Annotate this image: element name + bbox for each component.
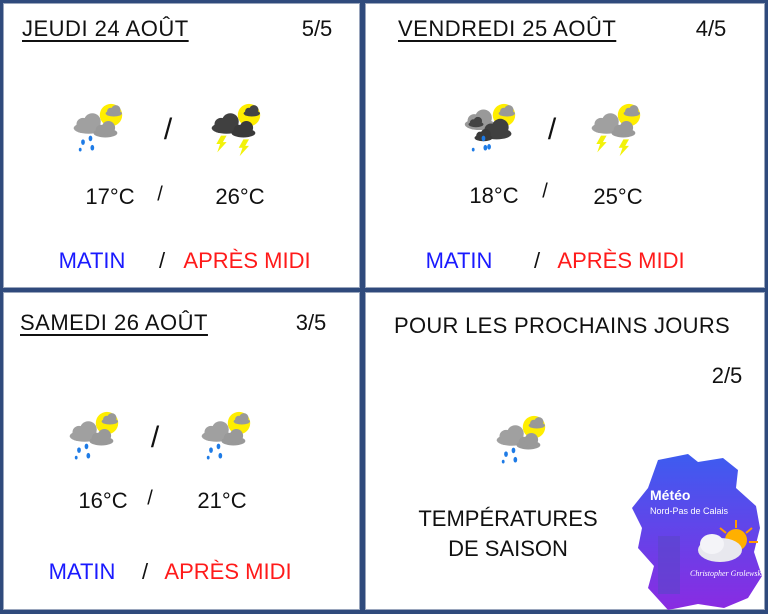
rain-sun-icon (201, 411, 251, 460)
meteo-logo: Météo Nord-Pas de Calais Christopher Gro… (632, 454, 763, 610)
afternoon-label: APRÈS MIDI (183, 248, 311, 273)
day-title: JEUDI 24 AOÛT (22, 16, 189, 41)
afternoon-temp: 26°C (215, 184, 265, 209)
separator: / (150, 421, 160, 454)
storm-sun-icon (211, 103, 261, 157)
afternoon-label: APRÈS MIDI (164, 559, 292, 584)
logo-author: Christopher Grolewski (690, 569, 763, 578)
logo-subtitle: Nord-Pas de Calais (650, 506, 729, 516)
afternoon-temp: 25°C (593, 184, 643, 209)
rain-sun-icon (73, 103, 123, 152)
morning-label: MATIN (58, 248, 126, 273)
day-panel-saturday (3, 292, 360, 610)
rain-storm-sun-icon (464, 103, 516, 152)
morning-label: MATIN (48, 559, 116, 584)
storm-sun-icon (591, 103, 641, 157)
morning-label: MATIN (425, 248, 493, 273)
day-panel-thursday (3, 3, 360, 288)
morning-temp: 17°C (85, 184, 135, 209)
rain-sun-icon (69, 411, 119, 460)
logo-title: Météo (650, 487, 690, 503)
day-panel-friday (365, 3, 765, 288)
day-rating: 4/5 (695, 16, 727, 41)
separator: / (542, 180, 548, 203)
separator: / (147, 487, 153, 510)
day-title: VENDREDI 25 AOÛT (398, 16, 617, 41)
outlook-title: POUR LES PROCHAINS JOURS (393, 313, 731, 338)
outlook-text-line2: DE SAISON (448, 536, 568, 561)
separator: / (141, 559, 149, 584)
morning-temp: 18°C (469, 183, 519, 208)
day-rating: 5/5 (301, 16, 333, 41)
day-rating: 3/5 (295, 310, 327, 335)
outlook-text-line1: TEMPÉRATURES (418, 506, 598, 531)
outlook-rating: 2/5 (711, 363, 743, 388)
afternoon-label: APRÈS MIDI (557, 248, 685, 273)
separator: / (533, 248, 541, 273)
separator: / (158, 248, 166, 273)
separator: / (157, 183, 163, 206)
rain-sun-icon (496, 415, 546, 464)
morning-temp: 16°C (78, 488, 128, 513)
separator: / (163, 113, 173, 146)
day-title: SAMEDI 26 AOÛT (20, 310, 208, 335)
separator: / (547, 113, 557, 146)
afternoon-temp: 21°C (197, 488, 247, 513)
